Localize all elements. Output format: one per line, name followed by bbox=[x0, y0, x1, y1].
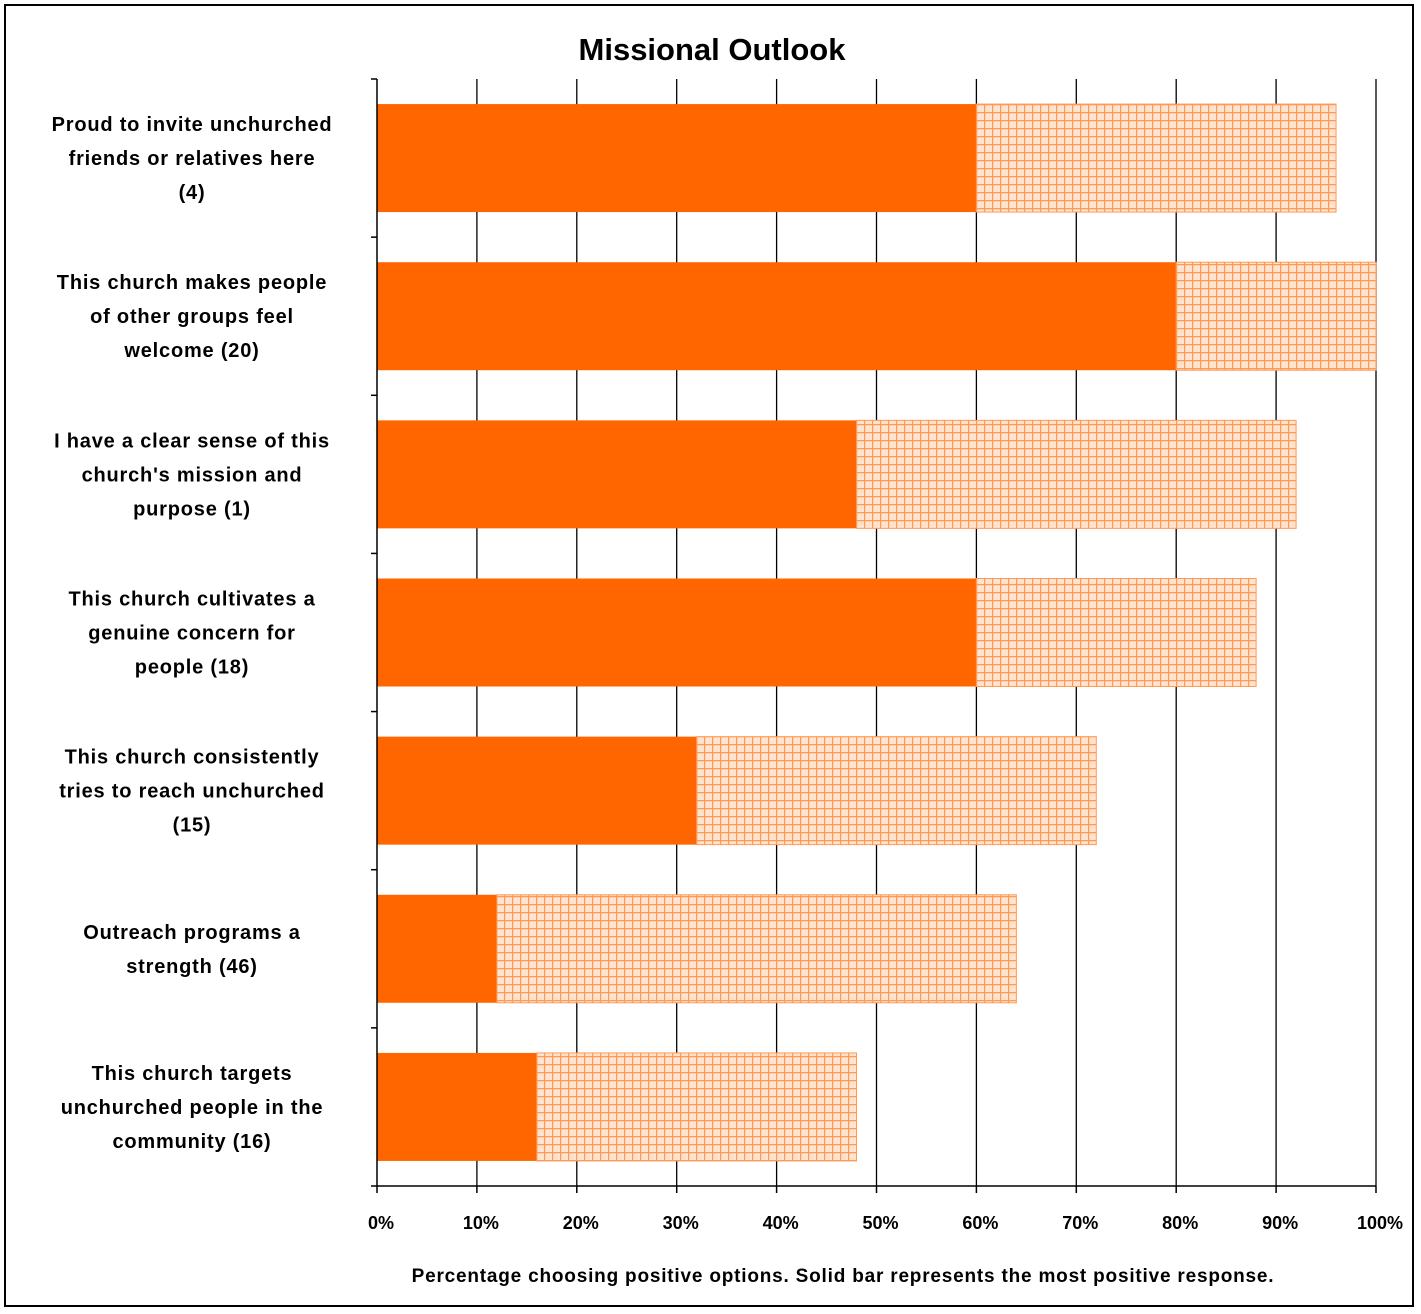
category-label: purpose (1) bbox=[133, 498, 251, 520]
category-labels: Proud to invite unchurched friends or rel… bbox=[52, 114, 333, 1153]
x-tick-label: 70% bbox=[1062, 1213, 1098, 1233]
bar-solid bbox=[377, 894, 497, 1003]
x-tick-label: 80% bbox=[1162, 1213, 1198, 1233]
bar-hatched bbox=[975, 103, 1337, 213]
category-label: friends or relatives here bbox=[69, 148, 316, 170]
bar-hatched bbox=[975, 578, 1257, 687]
bar-solid bbox=[377, 736, 697, 845]
bar-hatched bbox=[696, 736, 1097, 846]
x-tick-label: 60% bbox=[962, 1213, 998, 1233]
bar-solid bbox=[377, 1052, 537, 1161]
bar-hatched bbox=[496, 894, 1017, 1004]
category-label: Proud to invite unchurched bbox=[52, 114, 333, 136]
chart-title: Missional Outlook bbox=[579, 32, 847, 67]
x-tick-label: 20% bbox=[563, 1213, 599, 1233]
bar-solid bbox=[377, 104, 977, 213]
category-label: (15) bbox=[173, 815, 212, 837]
category-label: This church cultivates a bbox=[68, 589, 315, 611]
category-label: community (16) bbox=[112, 1131, 271, 1153]
category-label: (4) bbox=[179, 182, 206, 204]
bar-solid bbox=[377, 262, 1177, 371]
category-label: I have a clear sense of this bbox=[54, 430, 330, 452]
category-label: people (18) bbox=[135, 657, 249, 679]
axes bbox=[371, 78, 1377, 1193]
x-tick-label: 100% bbox=[1357, 1213, 1403, 1233]
x-tick-label: 0% bbox=[368, 1213, 394, 1233]
x-tick-label: 90% bbox=[1262, 1213, 1298, 1233]
category-label: of other groups feel bbox=[90, 306, 294, 328]
bar-hatched bbox=[856, 419, 1297, 529]
bars bbox=[377, 103, 1377, 1162]
x-tick-label: 10% bbox=[463, 1213, 499, 1233]
x-tick-labels: 0% 10% 20% 30% 40% 50% 60% 70% 80% 90% 100% bbox=[368, 1213, 1403, 1233]
x-tick-label: 50% bbox=[862, 1213, 898, 1233]
category-label: This church targets bbox=[92, 1063, 293, 1085]
bar-hatched bbox=[536, 1052, 858, 1162]
bar-hatched bbox=[1175, 261, 1377, 371]
category-label: This church consistently bbox=[65, 747, 320, 769]
bar-solid bbox=[377, 420, 857, 529]
category-label: genuine concern for bbox=[88, 623, 295, 645]
x-tick-label: 30% bbox=[663, 1213, 699, 1233]
category-label: welcome (20) bbox=[123, 340, 259, 362]
category-label: tries to reach unchurched bbox=[59, 781, 325, 803]
category-label: church's mission and bbox=[82, 464, 303, 486]
x-axis-label: Percentage choosing positive options. So… bbox=[412, 1266, 1275, 1287]
category-label: strength (46) bbox=[126, 956, 258, 978]
category-label: Outreach programs a bbox=[83, 922, 301, 944]
category-label: This church makes people bbox=[57, 272, 327, 294]
x-tick-label: 40% bbox=[763, 1213, 799, 1233]
category-label: unchurched people in the bbox=[61, 1097, 324, 1119]
bar-solid bbox=[377, 578, 977, 687]
